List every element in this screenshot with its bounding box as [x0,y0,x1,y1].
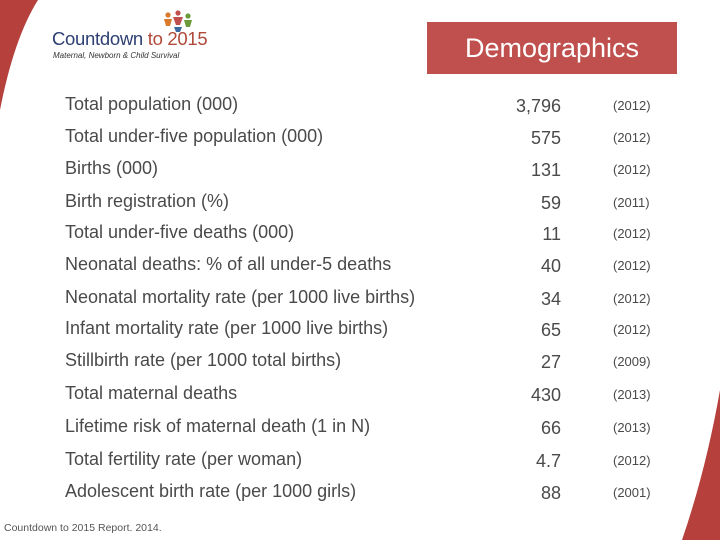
table-row: Infant mortality rate (per 1000 live bir… [62,314,662,346]
row-label: Neonatal mortality rate (per 1000 live b… [65,287,416,307]
row-value: 575 [530,128,561,148]
row-value: 11 [542,224,561,244]
row-label: Total under-five deaths (000) [65,222,295,242]
logo-title: Countdown to 2015 [52,28,208,49]
people-figures-icon [164,10,192,32]
row-label: Total maternal deaths [65,383,238,403]
table-row: Stillbirth rate (per 1000 total births) 2… [62,346,662,378]
table-row: Adolescent birth rate (per 1000 girls) 88… [62,477,662,509]
row-year: (2012) [613,226,651,241]
row-label: Adolescent birth rate (per 1000 girls) [65,481,357,501]
row-label: Birth registration (%) [65,191,230,211]
row-value: 59 [540,193,561,213]
row-value: 88 [540,483,561,503]
row-year: (2012) [613,130,651,145]
row-label: Infant mortality rate (per 1000 live bir… [65,318,389,338]
row-year: (2012) [613,162,651,177]
row-year: (2012) [613,291,651,306]
row-year: (2012) [613,258,651,273]
row-label: Births (000) [65,158,159,178]
table-row: Total population (000) 3,796 (2012) [62,90,662,122]
row-label: Total under-five population (000) [65,126,324,146]
row-value: 430 [530,385,561,405]
row-year: (2012) [613,98,651,113]
table-row: Neonatal deaths: % of all under-5 deaths… [62,250,662,282]
table-row: Birth registration (%) 59 (2011) [62,187,662,219]
row-label: Total fertility rate (per woman) [65,449,303,469]
row-year: (2009) [613,354,651,369]
corner-decoration-top-left [0,0,38,110]
table-row: Lifetime risk of maternal death (1 in N)… [62,412,662,444]
countdown-logo: Countdown to 2015 Maternal, Newborn & Ch… [52,10,222,66]
row-label: Stillbirth rate (per 1000 total births) [65,350,342,370]
table-row: Total under-five population (000) 575 (201… [62,122,662,154]
row-value: 40 [540,256,561,276]
row-value: 65 [540,320,561,340]
row-year: (2011) [613,195,650,210]
table-row: Total maternal deaths 430 (2013) [62,379,662,411]
section-title-banner: Demographics [427,22,677,74]
row-value: 27 [540,352,561,372]
row-value: 4.7 [535,451,561,471]
logo-subtitle: Maternal, Newborn & Child Survival [53,51,180,60]
row-value: 131 [530,160,561,180]
row-year: (2012) [613,322,651,337]
row-label: Neonatal deaths: % of all under-5 deaths [65,254,392,274]
row-year: (2001) [613,485,651,500]
table-row: Total fertility rate (per woman) 4.7 (2012… [62,445,662,477]
table-row: Total under-five deaths (000) 11 (2012) [62,218,662,250]
table-row: Births (000) 131 (2012) [62,154,662,186]
row-value: 66 [540,418,561,438]
corner-decoration-bottom-right [682,390,720,540]
row-label: Total population (000) [65,94,239,114]
row-value: 34 [540,289,561,309]
row-year: (2013) [613,387,651,402]
row-year: (2012) [613,453,651,468]
table-row: Neonatal mortality rate (per 1000 live b… [62,283,662,315]
row-year: (2013) [613,420,651,435]
row-value: 3,796 [515,96,561,116]
row-label: Lifetime risk of maternal death (1 in N) [65,416,371,436]
source-citation: Countdown to 2015 Report. 2014. [4,522,162,534]
